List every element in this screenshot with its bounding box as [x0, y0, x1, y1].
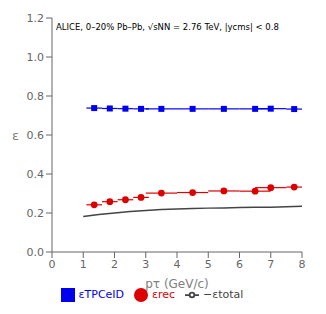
- svg-text:0.0: 0.0: [27, 246, 45, 259]
- html-text:−εtotal: −εtotal: [203, 288, 244, 301]
- svg-text:0: 0: [49, 258, 56, 271]
- svg-text:0.4: 0.4: [27, 168, 45, 181]
- svg-text:7: 7: [267, 258, 274, 271]
- svg-text:1.0: 1.0: [27, 51, 45, 64]
- svg-text:ε: ε: [12, 128, 19, 143]
- svg-text:4: 4: [174, 258, 181, 271]
- svg-text:5: 5: [205, 258, 212, 271]
- svg-text:1: 1: [80, 258, 87, 271]
- html-text:εTPCeID: εTPCeID: [78, 288, 124, 301]
- svg-text:2: 2: [111, 258, 118, 271]
- svg-text:0.2: 0.2: [27, 207, 45, 220]
- html-text:εrec: εrec: [152, 288, 176, 301]
- svg-text:1.2: 1.2: [27, 12, 45, 25]
- svg-text:pτ (GeV/c): pτ (GeV/c): [145, 277, 209, 291]
- html-text:ALICE, 0–20% Pb–Pb, √sNN = 2.7: ALICE, 0–20% Pb–Pb, √sNN = 2.76 TeV, |yc…: [56, 22, 279, 32]
- svg-text:6: 6: [236, 258, 243, 271]
- svg-text:8: 8: [299, 258, 306, 271]
- svg-text:0.6: 0.6: [27, 129, 45, 142]
- svg-text:3: 3: [142, 258, 149, 271]
- svg-text:0.8: 0.8: [27, 90, 45, 103]
